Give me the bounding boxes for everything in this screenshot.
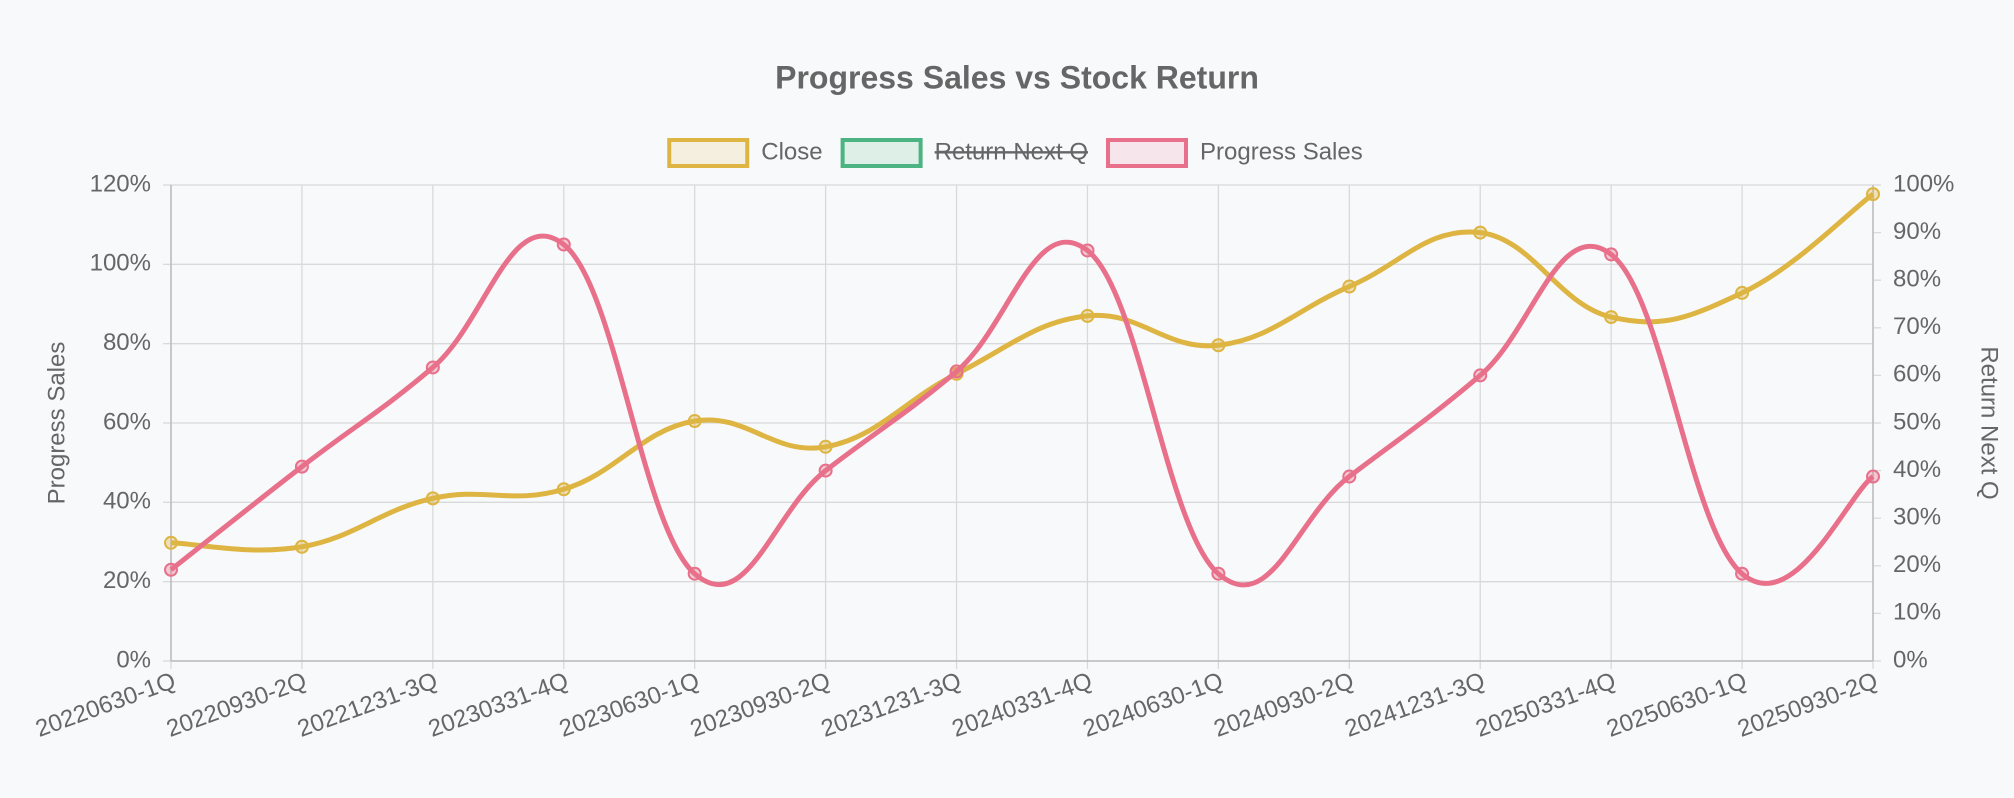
y2-tick-label: 90%: [1893, 218, 1941, 245]
point: [425, 360, 440, 375]
y2-tick-label: 40%: [1893, 456, 1941, 483]
legend-label: Progress Sales: [1200, 138, 1363, 165]
y2-tick-label: 20%: [1893, 551, 1941, 578]
y-tick-label: 120%: [90, 170, 151, 197]
legend-swatch: [840, 138, 923, 168]
x-tick-label: 20220930-2Q: [163, 667, 310, 743]
point: [556, 237, 571, 252]
x-tick-label: 20231231-3Q: [818, 667, 965, 743]
y2-tick-label: 10%: [1893, 599, 1941, 626]
x-tick-label: 20220630-1Q: [32, 667, 179, 743]
point: [1866, 469, 1880, 484]
point: [1604, 310, 1619, 325]
x-tick-label: 20221231-3Q: [294, 667, 441, 743]
x-tick-label: 20241231-3Q: [1341, 667, 1488, 743]
y2-tick-label: 70%: [1893, 313, 1941, 340]
point: [818, 439, 833, 454]
point: [1473, 368, 1488, 383]
series: [164, 187, 1880, 554]
point: [1211, 566, 1226, 581]
point: [1211, 338, 1226, 353]
point: [425, 491, 440, 506]
point: [1735, 566, 1750, 581]
point: [294, 539, 309, 554]
y2-tick-label: 30%: [1893, 504, 1941, 531]
point: [949, 364, 964, 379]
chart-title: Progress Sales vs Stock Return: [775, 59, 1259, 95]
x-tick-label: 20230630-1Q: [556, 667, 703, 743]
point: [1080, 308, 1095, 323]
y-axis-label: Progress Sales: [43, 342, 70, 505]
x-tick-label: 20230331-4Q: [425, 667, 572, 743]
point: [1342, 469, 1357, 484]
point: [687, 566, 702, 581]
point: [687, 414, 702, 429]
point: [164, 535, 178, 550]
y2-tick-label: 100%: [1893, 170, 1954, 197]
y-tick-label: 20%: [103, 567, 151, 594]
point: [1735, 285, 1750, 300]
point: [294, 459, 309, 474]
point: [1080, 243, 1095, 258]
legend-label: Close: [761, 138, 822, 165]
point: [556, 482, 571, 497]
point: [1342, 279, 1357, 294]
y-tick-label: 80%: [103, 329, 151, 356]
series: [164, 233, 1880, 588]
x-tick-label: 20250331-4Q: [1472, 667, 1619, 743]
y2-tick-label: 0%: [1893, 646, 1928, 673]
point: [164, 562, 178, 577]
x-tick-label: 20240630-1Q: [1079, 667, 1226, 743]
y2-tick-label: 80%: [1893, 266, 1941, 293]
legend-label: Return Next Q: [935, 138, 1088, 165]
legend-swatch: [1106, 138, 1188, 168]
line: [169, 233, 1875, 588]
point: [1866, 187, 1880, 202]
legend: Close Return Next Q Progress Sales: [667, 138, 1363, 168]
point: [818, 463, 833, 478]
x-tick-label: 20240331-4Q: [949, 667, 1096, 743]
x-tick-label: 20250930-2Q: [1734, 667, 1881, 743]
line: [170, 192, 1875, 553]
y-tick-label: 40%: [103, 488, 151, 515]
x-tick-label: 20240930-2Q: [1210, 667, 1357, 743]
legend-swatch: [667, 138, 750, 168]
y-tick-label: 0%: [116, 646, 151, 673]
x-tick-label: 20230930-2Q: [687, 667, 834, 743]
y-tick-label: 60%: [103, 408, 151, 435]
point: [1473, 225, 1488, 240]
y2-tick-label: 50%: [1893, 408, 1941, 435]
y-tick-label: 100%: [90, 250, 151, 277]
point: [1604, 247, 1619, 262]
y2-tick-label: 60%: [1893, 361, 1941, 388]
x-tick-label: 20250630-1Q: [1603, 667, 1750, 743]
y2-axis-label: Return Next Q: [1976, 346, 2003, 499]
